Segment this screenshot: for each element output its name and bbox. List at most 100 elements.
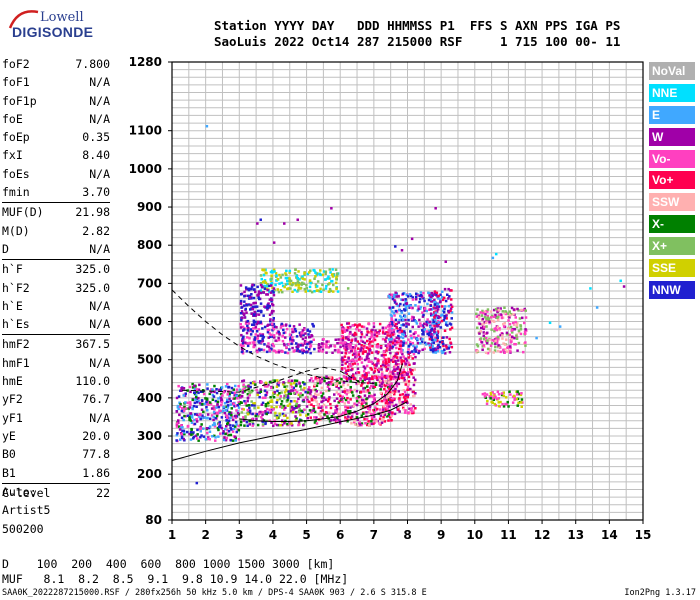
echo-point: [434, 338, 437, 342]
echo-point: [210, 390, 213, 394]
echo-point: [259, 309, 263, 313]
echo-point: [242, 408, 245, 411]
echo-point: [269, 291, 273, 294]
echo-point: [328, 287, 332, 291]
x-tick-label: 14: [601, 528, 618, 542]
echo-point: [243, 316, 246, 319]
echo-point: [402, 323, 405, 326]
echo-point: [340, 334, 344, 338]
echo-point: [227, 433, 230, 437]
echo-point: [288, 279, 291, 283]
echo-point: [419, 297, 422, 301]
echo-point: [391, 372, 395, 375]
echo-point: [249, 333, 253, 336]
echo-point: [426, 302, 429, 306]
echo-point: [234, 416, 238, 420]
echo-point: [310, 377, 313, 380]
echo-point: [393, 412, 397, 416]
echo-point: [383, 360, 387, 364]
echo-point: [256, 334, 260, 337]
echo-point: [397, 294, 400, 298]
echo-point: [325, 406, 328, 409]
param-value: 77.8: [82, 447, 110, 462]
echo-point: [246, 324, 249, 328]
echo-point: [341, 339, 345, 342]
echo-point: [240, 293, 243, 296]
echo-point: [368, 395, 371, 398]
echo-point: [252, 402, 255, 405]
echo-point: [206, 398, 209, 401]
echo-point: [190, 413, 194, 417]
echo-point: [384, 392, 387, 396]
echo-point: [340, 358, 344, 361]
echo-point: [352, 404, 355, 408]
echo-point: [260, 277, 263, 281]
echo-point: [347, 365, 350, 368]
echo-point: [236, 397, 239, 400]
x-tick-label: 3: [235, 528, 243, 542]
echo-point: [396, 330, 400, 333]
echo-point: [239, 299, 243, 303]
echo-point: [412, 316, 415, 319]
echo-point: [429, 335, 433, 339]
echo-point: [233, 391, 237, 394]
echo-point: [257, 414, 260, 418]
echo-point: [354, 337, 357, 341]
echo-point: [195, 405, 198, 408]
echo-point: [395, 352, 398, 356]
echo-point: [341, 327, 344, 331]
echo-point: [335, 410, 339, 413]
echo-point: [401, 298, 405, 302]
echo-point: [333, 345, 337, 348]
echo-point: [482, 331, 485, 334]
echo-point: [384, 358, 387, 361]
echo-point: [397, 320, 401, 324]
echo-point: [393, 343, 397, 346]
echo-point: [343, 330, 347, 333]
echo-point: [288, 277, 291, 280]
echo-point: [271, 386, 275, 389]
echo-point: [442, 342, 445, 346]
echo-point: [409, 335, 413, 338]
echo-point: [349, 398, 352, 401]
param-name: h`E: [2, 298, 23, 313]
param-row-hf: h`F 325.0: [2, 260, 110, 278]
echo-point: [449, 341, 452, 344]
echo-point: [383, 420, 387, 423]
echo-point: [219, 392, 223, 396]
echo-point: [269, 396, 272, 399]
echo-point: [450, 311, 454, 314]
echo-point: [275, 274, 278, 277]
echo-point: [256, 222, 259, 225]
echo-point: [365, 414, 368, 417]
echo-point: [382, 353, 385, 357]
echo-point: [246, 392, 250, 396]
echo-point: [372, 415, 376, 418]
echo-point: [272, 349, 275, 352]
echo-point: [344, 348, 348, 352]
echo-point: [243, 390, 246, 393]
echo-point: [184, 392, 187, 395]
echo-point: [335, 378, 339, 381]
echo-point: [399, 340, 402, 343]
echo-point: [442, 344, 445, 348]
param-row-foe: foE N/A: [2, 110, 110, 128]
echo-point: [233, 397, 236, 400]
echo-point: [227, 423, 231, 426]
echo-point: [294, 284, 298, 287]
echo-point: [409, 387, 412, 391]
echo-point: [482, 327, 485, 331]
echo-point: [380, 421, 384, 424]
echo-point: [311, 379, 315, 383]
echo-point: [224, 438, 228, 442]
echo-point: [292, 392, 296, 395]
echo-point: [417, 351, 420, 355]
echo-point: [257, 309, 260, 313]
echo-point: [305, 341, 308, 344]
echo-point: [293, 399, 296, 403]
echo-point: [232, 402, 235, 406]
echo-point: [388, 372, 391, 375]
echo-point: [389, 313, 393, 317]
echo-point: [200, 399, 204, 402]
echo-point: [336, 418, 340, 421]
